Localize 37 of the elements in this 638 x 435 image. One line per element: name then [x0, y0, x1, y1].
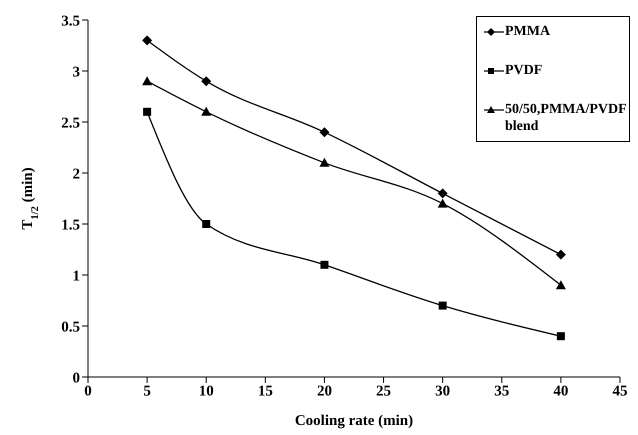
y-tick-label: 3: [72, 64, 80, 80]
point: [319, 127, 330, 138]
x-tick-label: 35: [494, 384, 510, 400]
x-tick-label: 10: [198, 384, 214, 400]
point: [556, 280, 566, 290]
point: [142, 35, 152, 46]
x-tick-label: 0: [84, 384, 92, 400]
y-tick-label: 1: [72, 268, 80, 284]
point: [556, 250, 566, 260]
x-tick-label: 25: [376, 384, 392, 400]
y-tick-label: 0.5: [61, 319, 80, 336]
x-tick-label: 20: [316, 384, 332, 400]
point: [142, 76, 152, 86]
point: [202, 220, 210, 228]
y-tick-label: 1.5: [61, 217, 80, 234]
y-tick-label: 0: [72, 370, 80, 386]
legend-label: 50/50,PMMA/PVDF blend: [505, 101, 626, 135]
x-axis-title: Cooling rate (min): [294, 413, 414, 429]
legend-label: PMMA: [505, 23, 550, 40]
legend-label: PVDF: [505, 62, 542, 79]
point: [438, 188, 448, 198]
x-tick-label: 30: [435, 384, 450, 400]
x-tick-label: 40: [553, 384, 568, 400]
y-tick-label: 2.5: [61, 115, 80, 132]
point: [556, 332, 565, 340]
point: [320, 260, 328, 269]
point: [201, 76, 212, 86]
x-tick-label: 5: [143, 384, 151, 400]
point: [143, 108, 152, 116]
point: [438, 198, 448, 208]
x-tick-label: 15: [258, 384, 273, 400]
y-tick-label: 3.5: [61, 13, 80, 30]
y-tick-label: 2: [72, 166, 80, 182]
point: [438, 302, 447, 310]
point: [201, 106, 212, 116]
point: [319, 158, 330, 167]
x-tick-label: 45: [612, 384, 628, 400]
